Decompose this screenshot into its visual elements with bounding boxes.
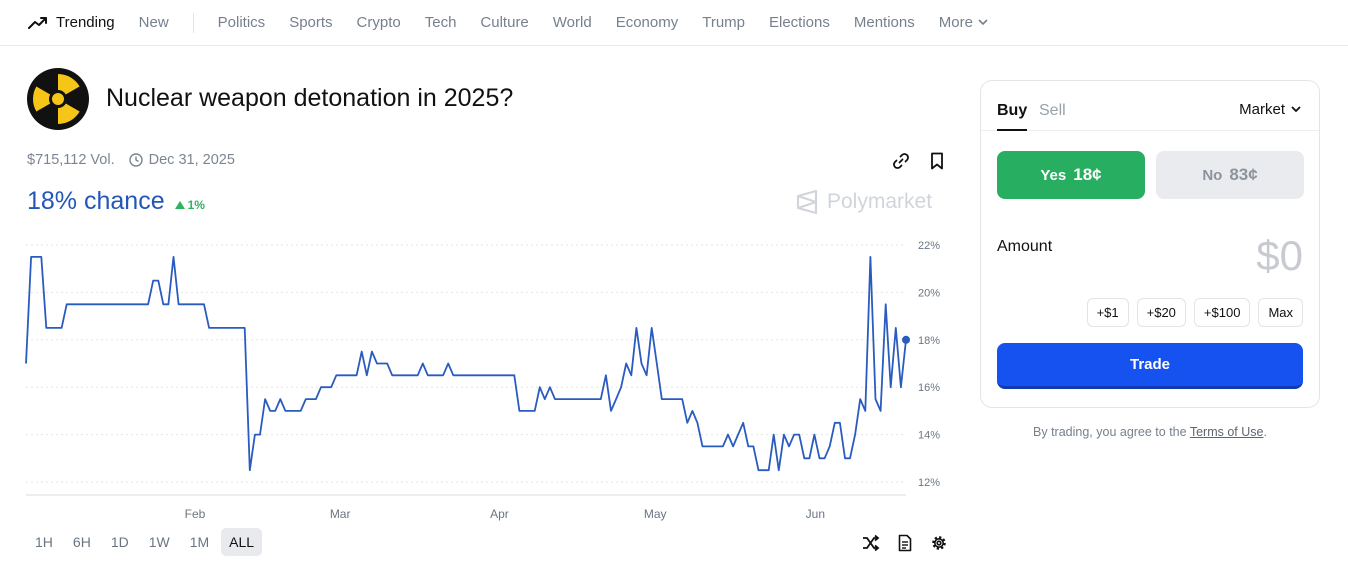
active-tab-indicator	[997, 129, 1027, 131]
copy-link-button[interactable]	[890, 150, 912, 172]
nav-economy[interactable]: Economy	[615, 14, 679, 31]
nav-trending-label: Trending	[56, 14, 115, 31]
timeframe-1m[interactable]: 1M	[189, 534, 210, 550]
chance-delta-text: 1%	[187, 198, 205, 212]
triangle-up-icon	[174, 201, 185, 209]
x-axis-ticks: Feb Mar Apr May Jun	[185, 507, 825, 521]
nav-crypto[interactable]: Crypto	[356, 14, 401, 31]
link-icon	[893, 153, 909, 169]
nav-new[interactable]: New	[138, 14, 169, 31]
nav-elections[interactable]: Elections	[769, 14, 830, 31]
polymarket-logo-icon	[796, 189, 818, 215]
yes-label: Yes	[1040, 166, 1067, 184]
nav-sports[interactable]: Sports	[289, 14, 333, 31]
timeframe-1h[interactable]: 1H	[35, 534, 53, 550]
series-line	[25, 255, 907, 472]
timeframe-6h[interactable]: 6H	[72, 534, 91, 550]
quick-amounts: +$1 +$20 +$100 Max	[1086, 298, 1303, 327]
document-icon	[898, 534, 912, 552]
terms-of-use-link[interactable]: Terms of Use	[1189, 425, 1264, 439]
chart-grid	[26, 244, 906, 483]
disclaimer-text: By trading, you agree to the	[1033, 425, 1190, 439]
clock-icon	[128, 153, 143, 167]
y-tick-label: 22%	[918, 240, 940, 252]
trade-button[interactable]: Trade	[997, 343, 1303, 389]
chevron-down-icon	[1291, 106, 1301, 113]
no-label: No	[1202, 166, 1223, 184]
quick-add-20-button[interactable]: +$20	[1136, 298, 1186, 327]
trade-disclaimer: By trading, you agree to the Terms of Us…	[980, 425, 1320, 439]
tab-buy[interactable]: Buy	[997, 102, 1028, 119]
shuffle-icon	[863, 535, 880, 551]
chance-row: 18% chance 1%	[27, 187, 205, 216]
top-nav: Trending New Politics Sports Crypto Tech…	[0, 0, 1348, 46]
disclaimer-suffix: .	[1263, 425, 1267, 439]
trade-tabs: Buy Sell Market	[981, 81, 1319, 131]
last-point-marker	[902, 335, 910, 344]
amount-input[interactable]: $0	[1256, 232, 1303, 279]
y-tick-label: 12%	[918, 477, 940, 489]
timeframe-selector: 1H 6H 1D 1W 1M ALL	[27, 528, 263, 556]
amount-label: Amount	[997, 238, 1053, 255]
quick-add-100-button[interactable]: +$100	[1193, 298, 1251, 327]
timeframe-1w[interactable]: 1W	[148, 534, 170, 550]
market-meta: $715,112 Vol. Dec 31, 2025	[27, 152, 235, 168]
document-button[interactable]	[894, 532, 916, 554]
x-tick-label: May	[644, 507, 667, 521]
max-amount-button[interactable]: Max	[1258, 298, 1303, 327]
shuffle-button[interactable]	[860, 532, 882, 554]
yes-outcome-button[interactable]: Yes 18¢	[997, 151, 1145, 199]
order-type-label: Market	[1239, 101, 1285, 118]
y-tick-label: 14%	[918, 430, 940, 442]
nav-world[interactable]: World	[552, 14, 592, 31]
no-outcome-button[interactable]: No 83¢	[1156, 151, 1304, 199]
polymarket-watermark: Polymarket	[795, 189, 932, 215]
nav-tech[interactable]: Tech	[424, 14, 457, 31]
chance-delta: 1%	[174, 198, 205, 212]
bookmark-button[interactable]	[926, 150, 948, 172]
y-tick-label: 20%	[918, 287, 940, 299]
yes-price: 18¢	[1073, 165, 1102, 184]
x-tick-label: Jun	[806, 507, 825, 521]
trending-up-icon	[28, 16, 47, 29]
quick-add-1-button[interactable]: +$1	[1086, 298, 1129, 327]
nav-mentions[interactable]: Mentions	[853, 14, 915, 31]
price-chart[interactable]: 22% 20% 18% 16% 14% 12% Feb Mar Apr May Jun	[0, 230, 960, 530]
nav-trending[interactable]: Trending	[28, 14, 115, 31]
gear-icon	[932, 536, 946, 550]
timeframe-all[interactable]: ALL	[221, 528, 263, 556]
tab-sell[interactable]: Sell	[1039, 102, 1066, 119]
chance-value: 18% chance	[27, 187, 165, 215]
nav-divider	[192, 12, 194, 33]
y-tick-label: 16%	[918, 382, 940, 394]
y-tick-label: 18%	[918, 335, 940, 347]
x-tick-label: Mar	[330, 507, 351, 521]
bookmark-icon	[931, 152, 943, 170]
y-axis-ticks: 22% 20% 18% 16% 14% 12%	[918, 240, 940, 489]
volume-text: $715,112 Vol.	[27, 152, 115, 168]
x-tick-label: Feb	[185, 507, 206, 521]
nav-more[interactable]: More	[939, 14, 988, 31]
nav-politics[interactable]: Politics	[217, 14, 266, 31]
header-actions	[890, 150, 948, 172]
chart-tools	[860, 532, 950, 554]
end-date-text: Dec 31, 2025	[148, 152, 235, 168]
settings-button[interactable]	[928, 532, 950, 554]
order-type-dropdown[interactable]: Market	[1239, 101, 1301, 118]
nav-more-label: More	[938, 14, 973, 31]
nav-culture[interactable]: Culture	[480, 14, 529, 31]
radiation-icon	[27, 68, 89, 130]
chevron-down-icon	[978, 19, 988, 26]
x-tick-label: Apr	[490, 507, 509, 521]
market-title: Nuclear weapon detonation in 2025?	[106, 84, 514, 112]
timeframe-1d[interactable]: 1D	[110, 534, 129, 550]
watermark-text: Polymarket	[827, 190, 933, 213]
no-price: 83¢	[1229, 165, 1258, 184]
trade-panel: Buy Sell Market Yes 18¢ No 83¢ Amount $0…	[980, 80, 1320, 408]
nav-trump[interactable]: Trump	[702, 14, 745, 31]
end-date: Dec 31, 2025	[128, 152, 235, 168]
